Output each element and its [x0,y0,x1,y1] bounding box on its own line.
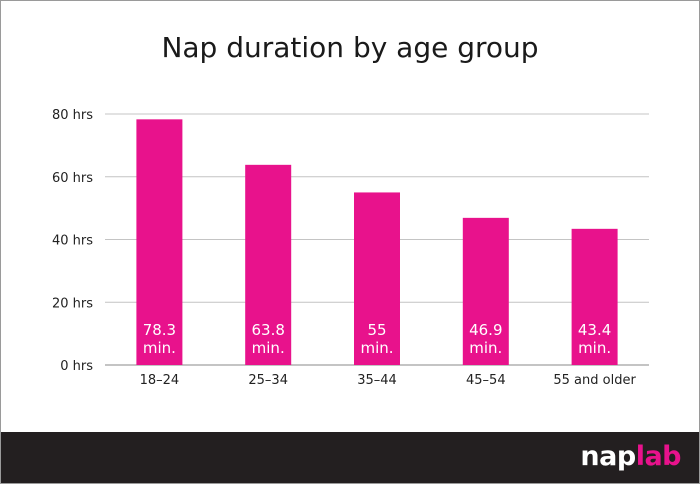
footer-bar: naplab [1,432,699,483]
y-tick-label: 0 hrs [60,359,93,374]
x-tick-label: 35–44 [357,373,397,388]
y-tick-label: 60 hrs [52,171,93,186]
data-label-value: 55 [367,321,386,339]
y-tick-label: 40 hrs [52,234,93,249]
data-label-unit: min. [360,339,393,357]
chart-title: Nap duration by age group [161,31,539,64]
logo-part-nap: nap [580,441,636,472]
bar [462,217,509,365]
data-label-value: 63.8 [251,321,284,339]
data-label-unit: min. [252,339,285,357]
data-label-unit: min. [143,339,176,357]
data-label-unit: min. [578,339,611,357]
x-tick-label: 25–34 [248,373,288,388]
data-label-value: 78.3 [143,321,176,339]
y-tick-label: 80 hrs [52,108,93,123]
bar [136,119,183,366]
bar [354,192,400,365]
naplab-logo: naplab [580,441,681,472]
bar [571,228,618,365]
logo-part-lab: lab [635,441,682,472]
data-label-unit: min. [469,339,502,357]
x-tick-label: 18–24 [140,373,180,388]
bar [245,164,292,365]
data-label-value: 43.4 [578,321,611,339]
y-tick-label: 20 hrs [52,296,93,311]
x-tick-label: 55 and older [553,373,636,388]
data-label-value: 46.9 [469,321,502,339]
x-tick-label: 45–54 [466,373,506,388]
